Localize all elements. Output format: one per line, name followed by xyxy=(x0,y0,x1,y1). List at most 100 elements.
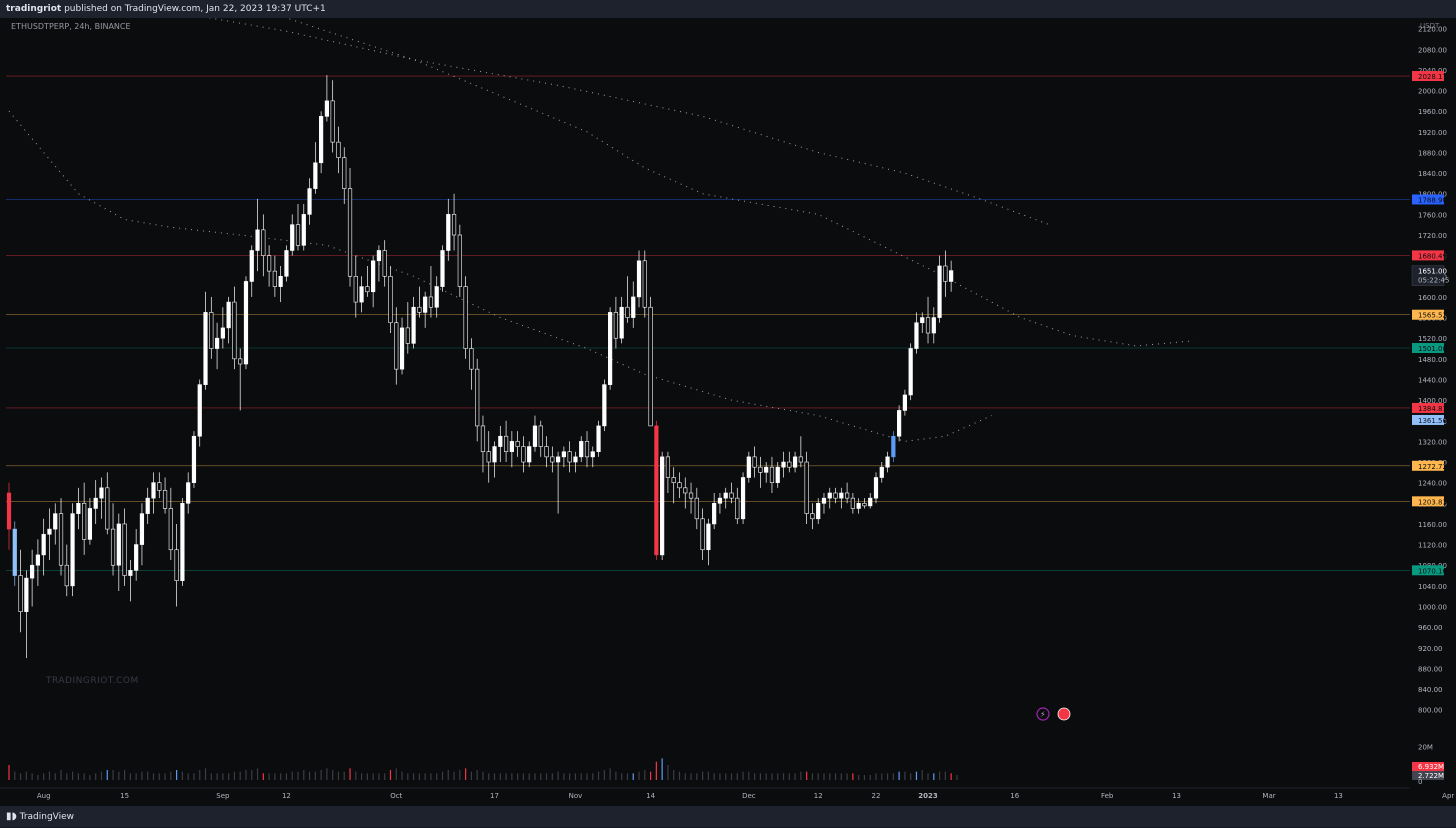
volume-bar xyxy=(638,771,640,780)
candle-body xyxy=(746,456,751,478)
volume-tag xyxy=(1412,762,1444,771)
volume-bar xyxy=(690,773,692,780)
time-tick-label: 17 xyxy=(490,792,499,800)
volume-bar xyxy=(239,771,241,780)
candle-body xyxy=(885,456,890,468)
candle-body xyxy=(590,451,595,458)
footer-bar: ▮◗ TradingView xyxy=(0,806,1456,827)
volume-bar xyxy=(730,773,733,780)
candle-body xyxy=(503,435,509,453)
candle-body xyxy=(347,188,353,277)
candle-body xyxy=(902,394,907,411)
volume-bar xyxy=(332,770,334,780)
volume-bar xyxy=(869,775,871,780)
candle-body xyxy=(451,214,457,236)
candle-body xyxy=(833,492,838,499)
volume-bar xyxy=(707,771,709,780)
candle-body xyxy=(573,456,578,463)
candle-body xyxy=(53,513,58,530)
candle-body xyxy=(608,312,613,385)
candle-body xyxy=(897,410,902,437)
candle-body xyxy=(434,286,439,308)
volume-bar xyxy=(904,771,906,780)
flag-event-icon[interactable] xyxy=(1057,707,1071,721)
volume-bar xyxy=(834,773,837,780)
candle-body xyxy=(457,234,462,287)
candle-body xyxy=(509,441,514,453)
candle-body xyxy=(134,544,139,571)
tradingview-brand[interactable]: TradingView xyxy=(19,812,75,822)
volume-bar xyxy=(453,771,455,780)
extra-price-label: 1361.56 xyxy=(1418,417,1447,425)
candle-body xyxy=(775,466,780,483)
candle-body xyxy=(226,301,231,329)
volume-bar xyxy=(563,773,565,780)
candle-body xyxy=(787,461,792,468)
candle-body xyxy=(700,518,705,551)
volume-bar xyxy=(678,771,681,780)
candle-body xyxy=(423,296,428,313)
last-price-tag xyxy=(1411,265,1445,286)
candle-body xyxy=(255,229,260,251)
candle-body xyxy=(70,513,75,587)
candle-body xyxy=(827,492,832,499)
candle-body xyxy=(810,513,815,520)
volume-bar xyxy=(667,765,669,780)
volume-bar xyxy=(360,773,363,780)
volume-bar xyxy=(170,771,172,780)
candle-body xyxy=(538,425,543,447)
candle-body xyxy=(475,368,480,427)
candle-body xyxy=(174,549,179,581)
publisher-name[interactable]: tradingriot xyxy=(6,4,62,14)
volume-bar xyxy=(204,768,207,780)
candle-body xyxy=(764,466,769,473)
candle-body xyxy=(440,250,445,287)
candle-body xyxy=(41,533,46,556)
price-tick-label: 1120.00 xyxy=(1418,542,1447,550)
level-price-tag xyxy=(1412,402,1444,413)
candle-body xyxy=(186,482,191,504)
volume-bar xyxy=(603,770,605,780)
volume-bar xyxy=(511,773,513,780)
volume-bar xyxy=(702,771,704,780)
candle-body xyxy=(99,487,104,499)
chart-pane[interactable]: USDT 2120.00 2080.00 2040.00 2000.00 1960.00 1… xyxy=(0,0,1456,806)
volume-bar xyxy=(118,771,120,780)
volume-bar xyxy=(459,770,461,780)
lightning-event-icon[interactable] xyxy=(1036,707,1050,721)
volume-bar xyxy=(938,771,941,780)
level-price-tag xyxy=(1412,343,1444,354)
watermark-text: TRADINGRIOT.COM xyxy=(46,676,139,686)
volume-bar xyxy=(447,770,449,780)
candle-body xyxy=(122,523,127,576)
candle-body xyxy=(469,348,474,370)
candle-body xyxy=(191,435,197,483)
volume-bar xyxy=(846,773,848,780)
volume-zero-label: 0 xyxy=(1418,778,1422,786)
volume-bar xyxy=(441,771,444,780)
volume-bar xyxy=(551,773,553,780)
candle-body xyxy=(671,477,676,483)
price-tick-label: 1160.00 xyxy=(1418,521,1447,529)
volume-bar xyxy=(31,773,33,780)
volume-bar xyxy=(528,773,530,780)
volume-bar xyxy=(187,773,189,780)
volume-bar xyxy=(106,770,108,780)
price-tick-label: 1240.00 xyxy=(1418,480,1447,488)
moving-average-line xyxy=(80,0,1050,226)
volume-bar xyxy=(852,773,854,780)
candle-body xyxy=(35,554,40,566)
candle-body xyxy=(405,327,410,344)
candle-body xyxy=(110,528,116,566)
moving-average-line xyxy=(170,0,1194,347)
candle-body xyxy=(665,456,671,478)
level-price-tag xyxy=(1412,250,1444,261)
level-price-label: 1565.52 xyxy=(1418,312,1447,320)
candle-body xyxy=(388,275,393,324)
price-tick-label: 2000.00 xyxy=(1418,88,1447,96)
volume-bar xyxy=(505,773,507,780)
candle-body xyxy=(654,425,659,556)
published-info: published on TradingView.com, Jan 22, 20… xyxy=(64,4,326,14)
lightning-glyph: ⚡ xyxy=(1040,710,1046,719)
